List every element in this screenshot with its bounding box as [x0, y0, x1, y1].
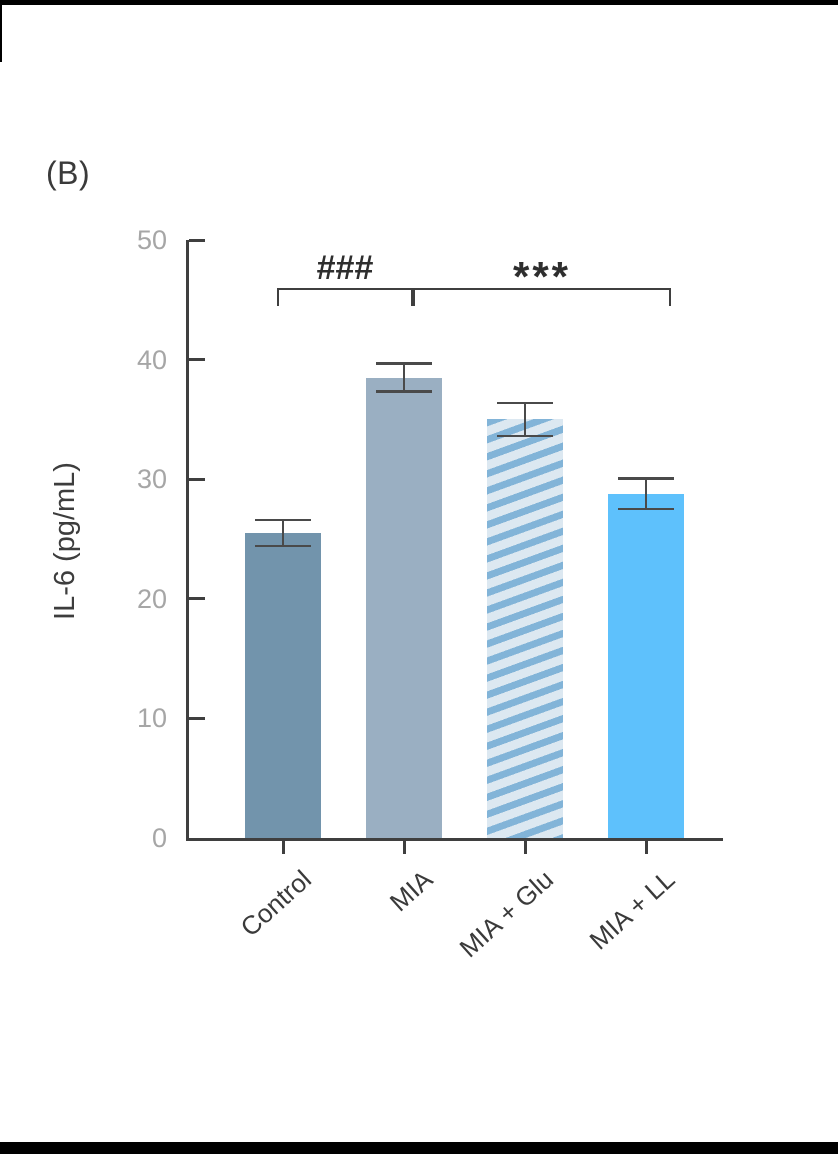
y-tick-label-0: 0 — [151, 823, 167, 853]
error-bar-cap-top-control — [255, 518, 311, 522]
y-tick-40 — [189, 358, 205, 362]
x-axis-line — [186, 838, 723, 841]
x-label-mia-ll: MIA + LL — [583, 864, 681, 956]
x-label-mia: MIA — [383, 864, 439, 918]
sig-bracket-end-right-2 — [669, 288, 671, 306]
error-bar-cap-top-mia-glu — [497, 401, 553, 405]
error-bar-line-control — [281, 519, 285, 547]
y-tick-20 — [189, 597, 205, 601]
error-bar-line-mia-ll — [644, 478, 648, 510]
x-tick-control — [281, 841, 285, 854]
sig-bracket-end-left-2 — [413, 288, 415, 306]
error-bar-cap-bottom-control — [255, 544, 311, 548]
error-bar-line-mia — [402, 363, 406, 392]
sig-bracket-line-1 — [277, 288, 413, 290]
bar-control — [245, 533, 321, 838]
x-label-control: Control — [234, 864, 318, 943]
error-bar-cap-top-mia-ll — [618, 477, 674, 480]
x-tick-mia — [402, 841, 406, 854]
y-axis-line — [186, 240, 189, 841]
y-tick-label-20: 20 — [136, 583, 167, 614]
y-tick-label-50: 50 — [136, 225, 167, 255]
screenshot-bottom-edge-bar — [0, 1142, 838, 1154]
sig-label-1: ### — [316, 249, 374, 287]
error-bar-cap-bottom-mia-glu — [497, 434, 553, 438]
sig-bracket-end-right-1 — [411, 288, 413, 306]
y-tick-label-10: 10 — [136, 703, 167, 734]
sig-bracket-line-2 — [413, 288, 671, 290]
bar-mia-glu — [487, 419, 563, 838]
x-tick-mia-glu — [523, 841, 527, 854]
y-tick-10 — [189, 716, 205, 720]
y-tick-50 — [189, 238, 205, 242]
error-bar-line-mia-glu — [523, 402, 527, 437]
y-tick-30 — [189, 477, 205, 481]
error-bar-cap-bottom-mia-ll — [618, 507, 674, 511]
panel-label: (B) — [46, 155, 91, 191]
x-label-mia-glu: MIA + Glu — [453, 864, 560, 964]
sig-bracket-end-left-1 — [277, 288, 279, 306]
y-tick-label-40: 40 — [136, 344, 167, 375]
error-bar-cap-bottom-mia — [376, 390, 432, 393]
screenshot-top-edge-bar — [0, 0, 838, 5]
sig-label-2: *** — [512, 253, 572, 300]
bar-mia — [366, 377, 442, 838]
y-tick-label-30: 30 — [136, 464, 167, 495]
bar-mia-ll — [608, 493, 684, 838]
error-bar-cap-top-mia — [376, 362, 432, 365]
screenshot-left-edge-bar — [0, 0, 2, 62]
x-tick-mia-ll — [644, 841, 648, 854]
